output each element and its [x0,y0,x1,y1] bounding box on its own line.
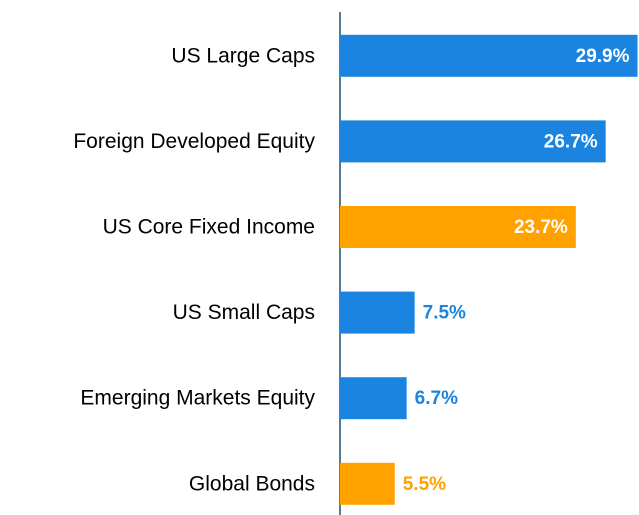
category-label: Emerging Markets Equity [80,387,315,410]
bar [340,462,395,505]
bar [340,34,638,77]
value-label: 29.9% [576,46,630,67]
category-label: US Large Caps [171,44,315,67]
bar [340,206,576,248]
value-label: 26.7% [544,131,598,152]
value-label: 6.7% [415,388,458,409]
value-label: 5.5% [403,474,446,495]
bar [340,291,415,334]
bar [340,377,407,420]
value-label: 7.5% [423,303,466,324]
value-label: 23.7% [514,217,568,238]
category-label: US Core Fixed Income [103,216,315,239]
category-label: US Small Caps [173,301,315,324]
bar [340,120,606,163]
category-label: Global Bonds [189,472,315,495]
category-label: Foreign Developed Equity [73,130,315,153]
